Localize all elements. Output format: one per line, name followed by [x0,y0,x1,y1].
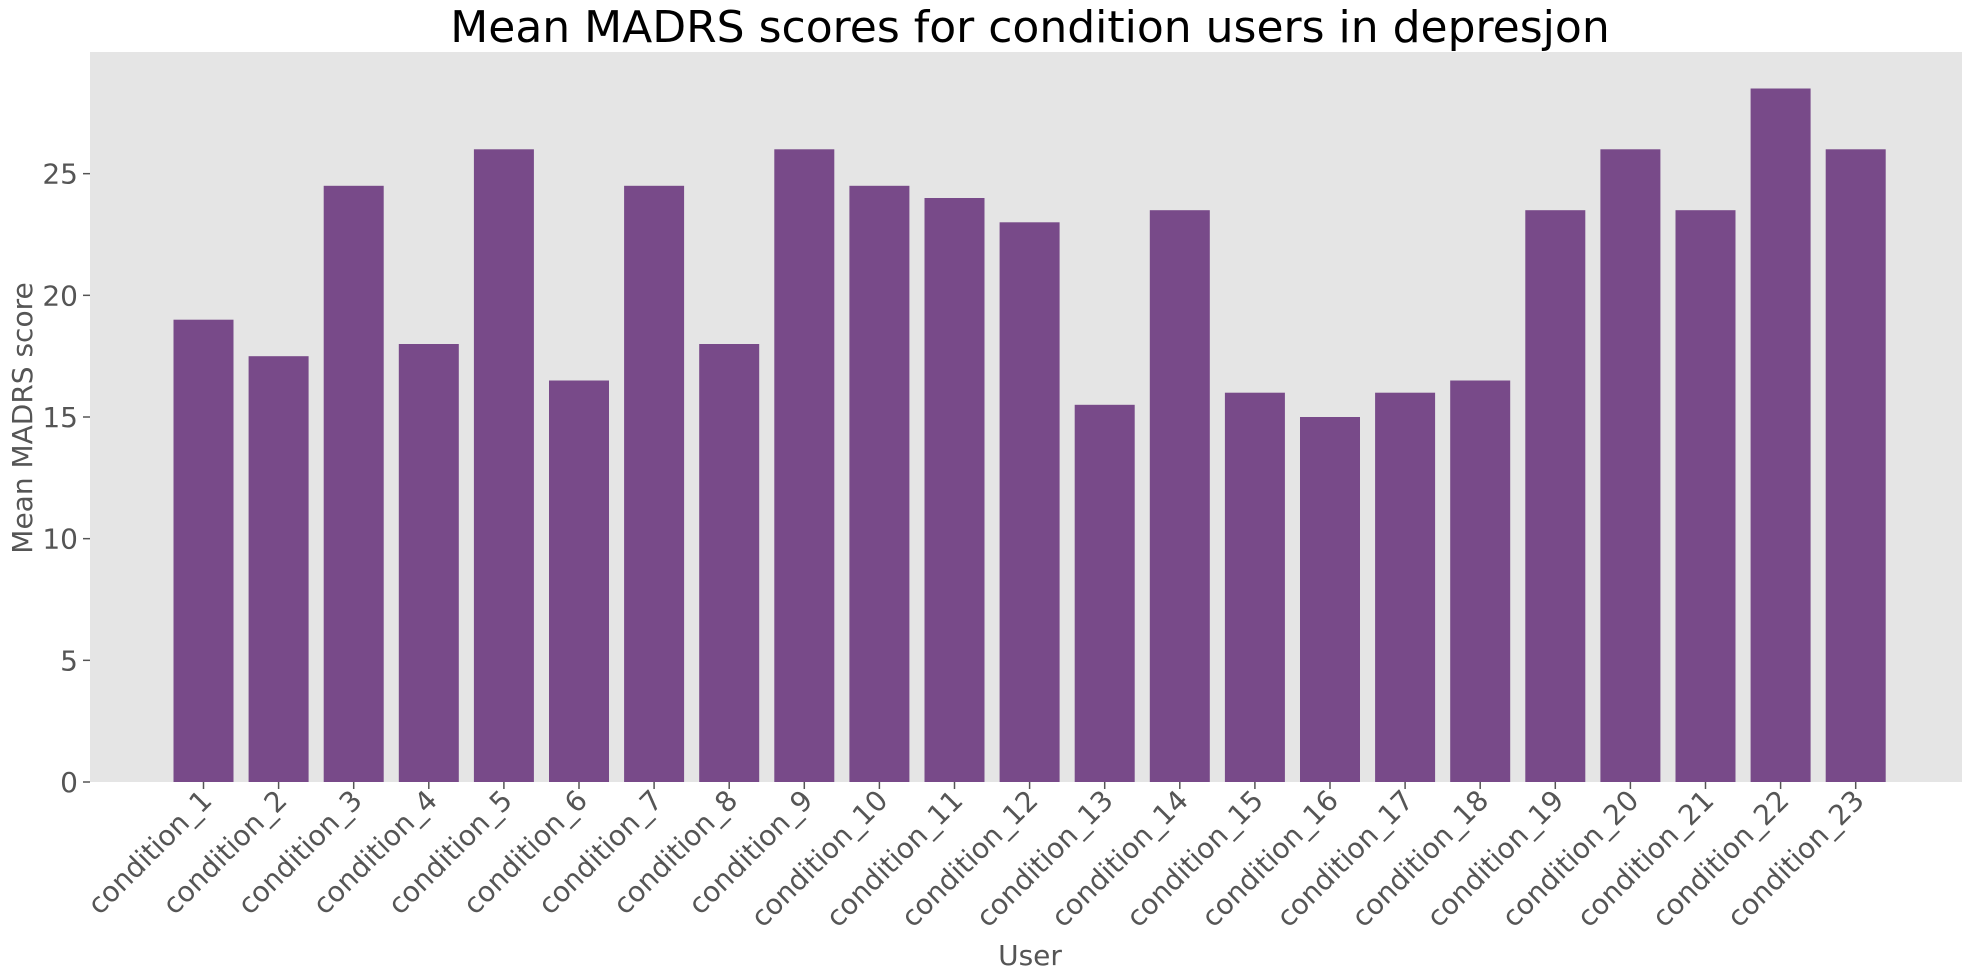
y-tick-label: 10 [42,523,78,556]
bar-condition_19 [1525,210,1586,782]
bar-condition_6 [549,380,609,782]
bar-condition_21 [1675,210,1736,782]
y-axis: 0 5 10 15 20 25 [42,158,90,799]
bar-condition_16 [1300,417,1360,782]
bar-condition_17 [1375,392,1436,782]
bar-condition_8 [699,344,760,782]
bar-condition_4 [398,344,459,782]
bar-condition_20 [1600,149,1661,783]
x-axis: condition_1condition_2condition_3conditi… [81,782,1871,934]
bar-condition_18 [1450,380,1511,782]
bar-condition_5 [473,149,534,783]
bar-condition_9 [774,149,835,783]
bar-condition_23 [1825,149,1886,783]
y-tick-label: 0 [60,766,78,799]
chart-title: Mean MADRS scores for condition users in… [450,2,1609,53]
bars-group [173,88,1886,783]
bar-condition_22 [1750,88,1811,782]
bar-condition_3 [323,185,384,783]
x-axis-label: User [998,939,1062,972]
bar-condition_2 [248,356,309,782]
bar-condition_10 [849,185,910,783]
bar-condition_1 [173,319,234,782]
bar-condition_12 [999,222,1060,783]
y-tick-label: 15 [42,401,78,434]
bar-condition_7 [624,185,685,783]
y-axis-label: Mean MADRS score [6,282,39,553]
y-tick-label: 25 [42,158,78,191]
bar-condition_11 [924,198,985,782]
bar-condition_15 [1224,392,1285,782]
y-tick-label: 5 [60,644,78,677]
y-tick-label: 20 [42,279,78,312]
bar-condition_14 [1149,210,1210,782]
bar-condition_13 [1074,404,1135,782]
